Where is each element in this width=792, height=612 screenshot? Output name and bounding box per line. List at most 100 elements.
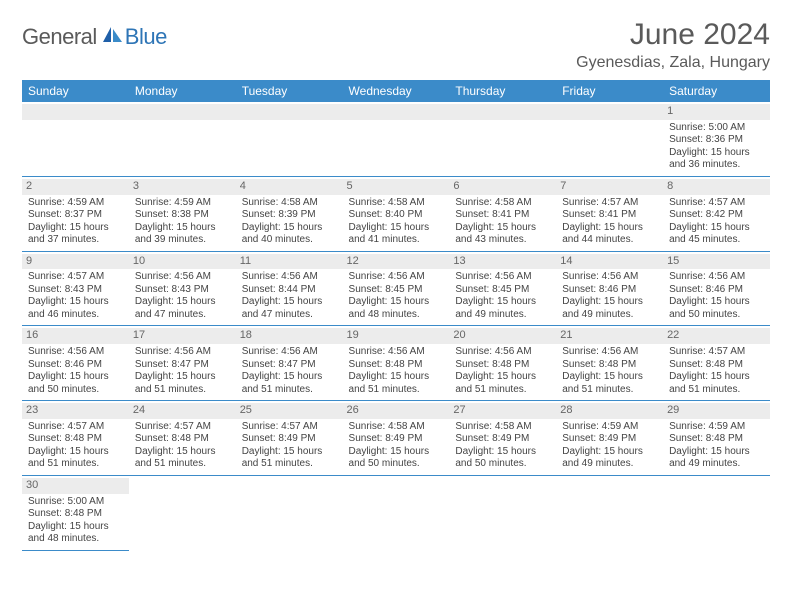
sunrise-line: Sunrise: 4:56 AM [242,346,337,359]
daylight-line: Daylight: 15 hours and 43 minutes. [455,222,550,247]
daylight-line: Daylight: 15 hours and 45 minutes. [669,222,764,247]
day-number: 15 [663,254,770,270]
day-number: 8 [663,179,770,195]
daylight-line: Daylight: 15 hours and 51 minutes. [242,371,337,396]
day-number: 29 [663,403,770,419]
calendar-week-row: 9Sunrise: 4:57 AM Sunset: 8:43 PM Daylight… [22,251,770,326]
daylight-line: Daylight: 15 hours and 47 minutes. [242,296,337,321]
weekday-header: Tuesday [236,80,343,102]
daylight-line: Daylight: 15 hours and 51 minutes. [242,446,337,471]
sunset-line: Sunset: 8:43 PM [135,284,230,297]
brand-text-1: General [22,24,97,50]
calendar-cell-empty [343,102,450,176]
day-number: 9 [22,254,129,270]
sunset-line: Sunset: 8:48 PM [562,359,657,372]
calendar-cell: 24Sunrise: 4:57 AMSunset: 8:48 PMDayligh… [129,401,236,476]
day-number: 30 [22,478,129,494]
calendar-cell: 13Sunrise: 4:56 AMSunset: 8:45 PMDayligh… [449,251,556,326]
daylight-line: Daylight: 15 hours and 50 minutes. [669,296,764,321]
calendar-cell-empty [663,475,770,550]
day-number: 20 [449,328,556,344]
calendar-cell: 17 Sunrise: 4:56 AMSunset: 8:47 PMDayligh… [129,326,236,401]
sunset-line: Sunset: 8:47 PM [135,359,230,372]
day-number: 12 [343,254,450,270]
calendar-cell-empty [236,475,343,550]
calendar-cell: 14Sunrise: 4:56 AMSunset: 8:46 PMDayligh… [556,251,663,326]
sunrise-line: Sunrise: 4:57 AM [562,197,657,210]
month-title: June 2024 [576,18,770,52]
calendar-cell: 8Sunrise: 4:57 AMSunset: 8:42 PMDaylight… [663,176,770,251]
calendar-week-row: 16Sunrise: 4:56 AMSunset: 8:46 PMDayligh… [22,326,770,401]
weekday-header: Friday [556,80,663,102]
sunset-line: Sunset: 8:48 PM [669,433,764,446]
calendar-week-row: 2Sunrise: 4:59 AMSunset: 8:37 PMDaylight… [22,176,770,251]
daylight-line: Daylight: 15 hours and 37 minutes. [28,222,123,247]
sunset-line: Sunset: 8:41 PM [455,209,550,222]
day-number: 10 [129,254,236,270]
day-number: 17 [129,328,236,344]
calendar-cell: 21Sunrise: 4:56 AMSunset: 8:48 PMDayligh… [556,326,663,401]
day-number: 19 [343,328,450,344]
sunset-line: Sunset: 8:46 PM [562,284,657,297]
sunrise-line: Sunrise: 4:56 AM [562,346,657,359]
daylight-line: Daylight: 15 hours and 49 minutes. [562,296,657,321]
calendar-cell: 12Sunrise: 4:56 AMSunset: 8:45 PMDayligh… [343,251,450,326]
sail-icon [101,25,123,50]
sunrise-line: Sunrise: 4:57 AM [135,421,230,434]
daylight-line: Daylight: 15 hours and 49 minutes. [562,446,657,471]
daylight-line: Daylight: 15 hours and 40 minutes. [242,222,337,247]
calendar-week-row: 30Sunrise: 5:00 AMSunset: 8:48 PMDayligh… [22,475,770,550]
sunrise-line: Sunrise: 4:56 AM [349,271,444,284]
calendar-cell: 5Sunrise: 4:58 AMSunset: 8:40 PMDaylight… [343,176,450,251]
day-number: 6 [449,179,556,195]
daylight-line: Daylight: 15 hours and 50 minutes. [28,371,123,396]
day-number: 18 [236,328,343,344]
weekday-header: Saturday [663,80,770,102]
sunset-line: Sunset: 8:45 PM [455,284,550,297]
day-number: 26 [343,403,450,419]
weekday-header: Wednesday [343,80,450,102]
calendar-cell: 18Sunrise: 4:56 AMSunset: 8:47 PMDayligh… [236,326,343,401]
sunset-line: Sunset: 8:48 PM [349,359,444,372]
calendar-cell: 10Sunrise: 4:56 AMSunset: 8:43 PMDayligh… [129,251,236,326]
daylight-line: Daylight: 15 hours and 41 minutes. [349,222,444,247]
sunrise-line: Sunrise: 4:58 AM [455,197,550,210]
day-number: 3 [129,179,236,195]
day-number: 14 [556,254,663,270]
calendar-cell-empty [22,102,129,176]
calendar-cell-empty [449,102,556,176]
calendar-cell: 11Sunrise: 4:56 AMSunset: 8:44 PMDayligh… [236,251,343,326]
daylight-line: Daylight: 15 hours and 51 minutes. [135,446,230,471]
sunset-line: Sunset: 8:48 PM [28,433,123,446]
daylight-line: Daylight: 15 hours and 50 minutes. [349,446,444,471]
sunrise-line: Sunrise: 4:56 AM [135,346,230,359]
daylight-line: Daylight: 15 hours and 51 minutes. [135,371,230,396]
sunset-line: Sunset: 8:48 PM [669,359,764,372]
daylight-line: Daylight: 15 hours and 44 minutes. [562,222,657,247]
brand-logo: General Blue [22,24,167,50]
sunset-line: Sunset: 8:46 PM [669,284,764,297]
weekday-header: Monday [129,80,236,102]
sunrise-line: Sunrise: 4:56 AM [349,346,444,359]
calendar-cell-empty [556,102,663,176]
calendar-cell: 23Sunrise: 4:57 AMSunset: 8:48 PMDayligh… [22,401,129,476]
sunrise-line: Sunrise: 5:00 AM [28,496,123,509]
day-number: 16 [22,328,129,344]
calendar-cell: 28Sunrise: 4:59 AMSunset: 8:49 PMDayligh… [556,401,663,476]
calendar-cell: 22Sunrise: 4:57 AMSunset: 8:48 PMDayligh… [663,326,770,401]
calendar-cell: 7Sunrise: 4:57 AMSunset: 8:41 PMDaylight… [556,176,663,251]
brand-text-2: Blue [125,24,167,50]
sunrise-line: Sunrise: 5:00 AM [669,122,764,135]
calendar-cell: 2Sunrise: 4:59 AMSunset: 8:37 PMDaylight… [22,176,129,251]
sunrise-line: Sunrise: 4:59 AM [28,197,123,210]
calendar-cell: 27Sunrise: 4:58 AMSunset: 8:49 PMDayligh… [449,401,556,476]
calendar-cell: 30Sunrise: 5:00 AMSunset: 8:48 PMDayligh… [22,475,129,550]
calendar-week-row: 23 Sunrise: 4:57 AM Sunset: 8:48 PM Dayligh… [22,401,770,476]
day-number: 7 [556,179,663,195]
day-number: 21 [556,328,663,344]
sunrise-line: Sunrise: 4:57 AM [28,271,123,284]
day-number: 23 [22,403,129,419]
day-number: 24 [129,403,236,419]
day-number: 1 [663,104,770,120]
sunset-line: Sunset: 8:40 PM [349,209,444,222]
